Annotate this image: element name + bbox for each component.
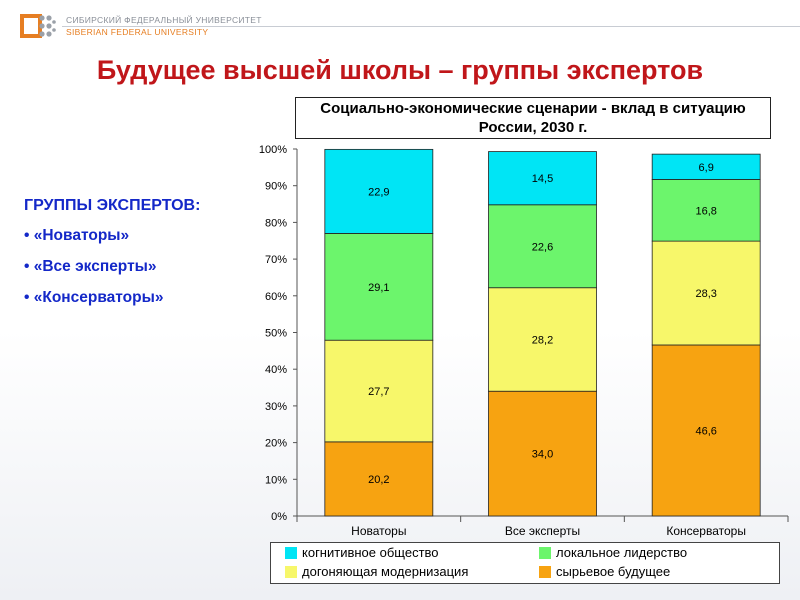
bar-segment [324,148,434,234]
x-tick-label: Консерваторы [666,524,746,538]
legend-swatch [285,565,297,578]
header-divider [62,26,800,27]
chart-legend: когнитивное общество локальное лидерство… [270,542,780,584]
y-tick-label: 70% [265,254,287,266]
university-name-ru: СИБИРСКИЙ ФЕДЕРАЛЬНЫЙ УНИВЕРСИТЕТ [66,15,262,25]
university-name: СИБИРСКИЙ ФЕДЕРАЛЬНЫЙ УНИВЕРСИТЕТ SIBERI… [66,14,262,38]
y-tick-label: 50% [265,328,287,340]
bar-segment [488,287,597,392]
legend-label: когнитивное общество [302,545,439,560]
data-label: 6,9 [699,162,714,174]
expert-group-item: «Все эксперты» [24,258,200,276]
data-label: 27,7 [368,386,389,398]
bar-segment [488,204,597,289]
data-label: 28,3 [695,288,716,300]
legend-item-cognitive: когнитивное общество [285,545,439,560]
legend-label: локальное лидерство [556,545,688,560]
bar-segment [651,153,761,180]
legend-item-raw: сырьевое будущее [539,564,670,579]
chart-title: Социально-экономические сценарии - вклад… [295,97,771,139]
legend-label: догоняющая модернизация [302,564,469,579]
data-label: 16,8 [695,205,716,217]
y-tick-label: 100% [259,144,287,156]
bar-segment [324,441,434,517]
data-label: 20,2 [368,474,389,486]
legend-swatch [539,546,551,559]
page-title: Будущее высшей школы – группы экспертов [96,55,704,85]
expert-groups-list: «Новаторы» «Все эксперты» «Консерваторы» [24,227,200,307]
data-label: 22,6 [532,241,553,253]
y-tick-label: 0% [271,511,287,523]
x-tick-label: Все эксперты [505,524,580,538]
legend-item-catching-up: догоняющая модернизация [285,564,468,579]
data-label: 22,9 [368,186,389,198]
y-tick-label: 10% [265,474,287,486]
bar-segment [324,233,434,341]
y-tick-label: 80% [265,217,287,229]
y-tick-label: 20% [265,438,287,450]
chart-title-text: Социально-экономические сценарии - вклад… [320,100,746,136]
data-label: 29,1 [368,282,389,294]
legend-item-local: локальное лидерство [539,545,687,560]
y-tick-label: 30% [265,401,287,413]
legend-swatch [285,546,297,559]
bar-segment [488,390,597,517]
legend-swatch [539,565,551,578]
expert-group-item: «Консерваторы» [24,289,200,307]
data-label: 28,2 [532,334,553,346]
data-label: 14,5 [532,173,553,185]
bar-segment [651,179,761,242]
data-label: 34,0 [532,449,553,461]
university-name-en: SIBERIAN FEDERAL UNIVERSITY [66,27,209,37]
y-tick-label: 60% [265,291,287,303]
expert-group-item: «Новаторы» [24,227,200,245]
expert-groups-panel: ГРУППЫ ЭКСПЕРТОВ: «Новаторы» «Все экспер… [24,197,200,320]
data-label: 46,6 [695,425,716,437]
bar-segment [651,344,761,517]
x-tick-label: Новаторы [351,524,406,538]
bar-segment [488,151,597,206]
expert-groups-heading: ГРУППЫ ЭКСПЕРТОВ: [24,197,201,214]
university-logo-icon [20,14,56,38]
legend-label: сырьевое будущее [556,564,671,579]
y-tick-label: 40% [265,364,287,376]
y-tick-label: 90% [265,181,287,193]
